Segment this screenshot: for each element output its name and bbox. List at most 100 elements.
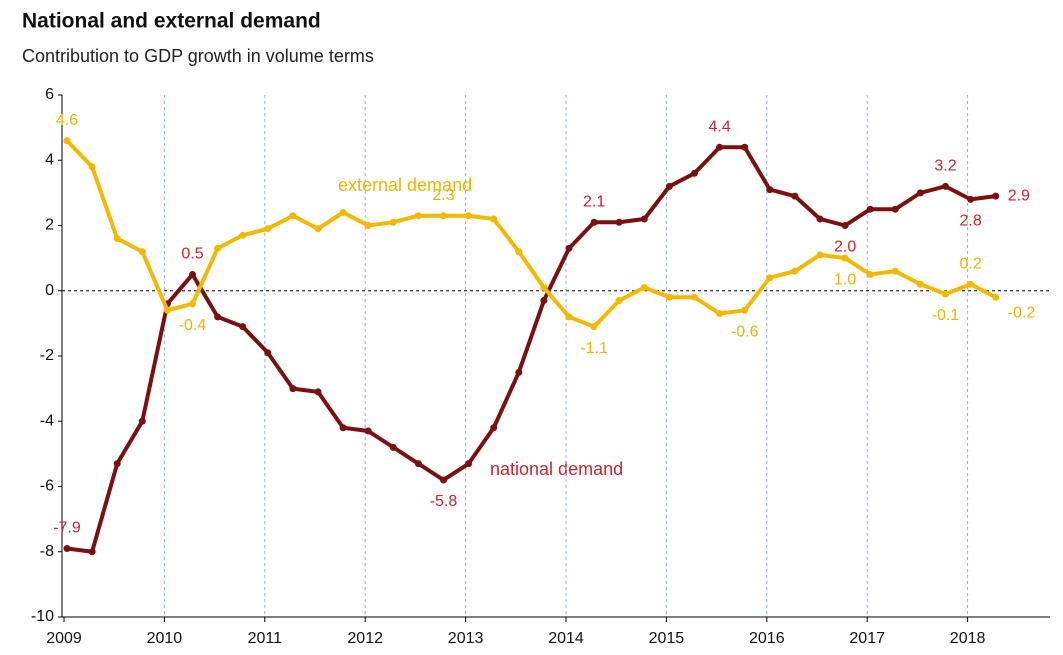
point (841, 222, 849, 229)
data-label: 4.4 (708, 118, 730, 135)
x-tick-label: 2009 (46, 630, 82, 647)
point (816, 251, 824, 259)
series-line (65, 139, 997, 329)
point (214, 313, 222, 321)
point (239, 323, 247, 331)
point (364, 222, 372, 229)
point (465, 212, 473, 220)
chart-title: National and external demand (22, 10, 321, 33)
point (766, 186, 774, 194)
point (615, 297, 623, 305)
point (565, 313, 573, 321)
data-label: 4.6 (56, 112, 78, 129)
point (189, 270, 196, 278)
point (389, 218, 397, 226)
point (992, 293, 1000, 301)
data-label: 3.2 (934, 158, 956, 175)
x-tick-label: 2013 (448, 630, 484, 647)
point (640, 283, 648, 291)
point (239, 231, 247, 239)
point (440, 212, 447, 220)
point (590, 218, 598, 226)
point (63, 137, 71, 145)
point (716, 143, 724, 151)
point (665, 293, 673, 301)
data-label: -1.1 (580, 340, 608, 357)
y-tick-label: 4 (45, 151, 54, 168)
y-tick-label: 0 (45, 282, 54, 299)
y-tick-label: 2 (45, 217, 54, 234)
point (916, 189, 924, 197)
point (289, 212, 297, 220)
point (389, 443, 397, 451)
point (339, 424, 347, 432)
data-label: -0.6 (731, 324, 759, 341)
point (490, 215, 498, 223)
point (691, 169, 698, 177)
point (264, 349, 272, 357)
series-label: external demand (338, 175, 472, 195)
data-label: -0.4 (179, 317, 207, 334)
point (741, 306, 749, 314)
y-tick-label: -2 (40, 347, 54, 364)
point (565, 244, 573, 252)
point (113, 235, 121, 243)
point (615, 218, 623, 226)
y-tick-label: -6 (40, 478, 54, 495)
point (138, 248, 146, 256)
point (490, 424, 498, 432)
point (515, 248, 523, 256)
data-label: 2.1 (583, 193, 605, 210)
data-label: 2.3 (432, 187, 454, 204)
point (665, 182, 673, 190)
point (113, 460, 121, 468)
point (942, 290, 949, 298)
x-tick-label: 2011 (248, 630, 283, 647)
point (414, 460, 422, 468)
data-label: 2.9 (1008, 187, 1030, 204)
point (314, 225, 322, 233)
point (465, 460, 473, 468)
data-label: 0.5 (181, 246, 203, 263)
point (289, 385, 297, 393)
point (515, 368, 523, 376)
point (163, 306, 171, 314)
point (339, 208, 347, 216)
point (414, 212, 422, 220)
point (189, 300, 196, 308)
x-tick-label: 2015 (649, 630, 685, 647)
point (440, 476, 447, 484)
y-tick-label: -10 (31, 608, 54, 625)
point (866, 270, 874, 278)
point (967, 195, 975, 203)
point (540, 297, 548, 305)
point (63, 544, 71, 552)
point (716, 310, 724, 318)
point (314, 388, 322, 396)
x-tick-label: 2016 (749, 630, 785, 647)
series-label: national demand (490, 459, 623, 479)
x-tick-label: 2012 (347, 630, 383, 647)
y-tick-label: 6 (45, 86, 54, 103)
point (691, 293, 698, 301)
y-tick-label: -4 (40, 412, 54, 429)
x-tick-label: 2014 (548, 630, 584, 647)
data-label: 2.8 (959, 213, 981, 230)
point (791, 267, 799, 275)
point (916, 280, 924, 288)
point (766, 274, 774, 282)
point (816, 215, 824, 223)
x-tick-label: 2018 (950, 630, 986, 647)
point (88, 163, 96, 171)
data-label: 2.0 (834, 239, 856, 256)
point (992, 192, 1000, 200)
point (866, 205, 874, 213)
point (891, 205, 899, 213)
y-tick-label: -8 (40, 543, 54, 560)
point (540, 283, 548, 291)
data-label: -7.9 (53, 520, 81, 537)
point (214, 244, 222, 252)
chart-subtitle: Contribution to GDP growth in volume ter… (22, 46, 374, 66)
point (791, 192, 799, 200)
